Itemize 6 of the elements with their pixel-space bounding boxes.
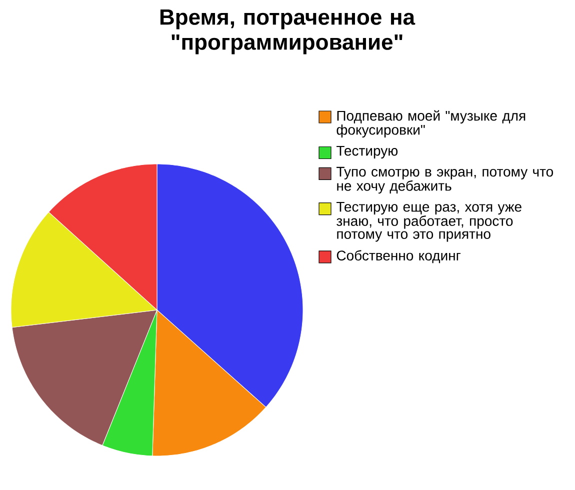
legend-label: Подпеваю моей "музыке для фокусировки"	[336, 110, 526, 138]
legend-label: Тестирую еще раз, хотя уже знаю, что работает, просто потому что это приятно	[336, 202, 522, 242]
legend-label: Тестирую	[336, 146, 398, 158]
legend-label: Собственно кодинг	[336, 250, 461, 264]
legend-label: Тупо смотрю в экран, потому что не хочу дебажить	[336, 166, 554, 194]
chart-title: Время, потраченное на "программирование"	[160, 10, 416, 54]
